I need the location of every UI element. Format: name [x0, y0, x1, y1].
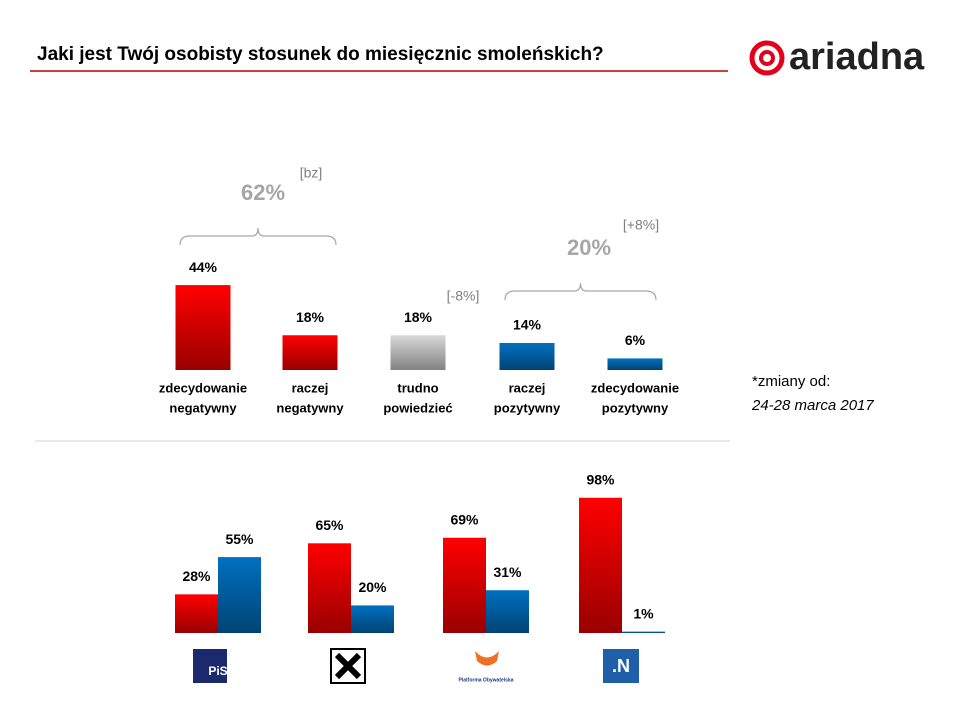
category-label: raczej [292, 380, 329, 395]
value-label: 20% [358, 579, 387, 595]
category-label: negatywny [169, 400, 237, 415]
bar-shade [607, 358, 663, 370]
category-label: negatywny [276, 400, 344, 415]
value-label: 98% [586, 471, 615, 487]
value-label: 55% [225, 531, 254, 547]
value-label: 18% [404, 309, 433, 325]
party-label: .N [612, 656, 630, 676]
change-label: [-8%] [447, 288, 480, 304]
bar-shade [282, 335, 338, 370]
category-label: raczej [509, 380, 546, 395]
bar-shade [486, 590, 529, 633]
note: *zmiany od: [752, 373, 830, 390]
bar-shade [175, 594, 218, 633]
value-label: 44% [189, 259, 218, 275]
value-label: 65% [315, 517, 344, 533]
category-label: powiedzieć [383, 400, 452, 415]
bar-shade [351, 605, 394, 633]
value-label: 6% [625, 332, 646, 348]
bar-shade [308, 543, 351, 633]
category-label: pozytywny [602, 400, 669, 415]
bar-shade [390, 335, 446, 370]
bar-shade [218, 557, 261, 633]
category-label: trudno [397, 380, 438, 395]
change-label: [+8%] [623, 217, 659, 233]
bar-shade [499, 342, 555, 370]
bar-shade [579, 497, 622, 633]
bracket [179, 227, 337, 246]
value-label: 31% [493, 564, 522, 580]
note: 24-28 marca 2017 [751, 397, 874, 414]
category-label: zdecydowanie [591, 380, 679, 395]
group-total: 20% [567, 235, 611, 260]
category-label: pozytywny [494, 400, 561, 415]
bracket [504, 282, 657, 301]
value-label: 28% [182, 568, 211, 584]
value-label: 1% [633, 605, 654, 621]
category-label: zdecydowanie [159, 380, 247, 395]
bar-shade [443, 537, 486, 633]
change-label: [bz] [300, 165, 323, 181]
value-label: 14% [513, 317, 542, 333]
bar-shade [622, 631, 665, 633]
logo: ariadna [749, 36, 925, 78]
value-label: 18% [296, 309, 325, 325]
bar-shade [175, 285, 231, 370]
party-label: Platforma Obywatelska [458, 677, 513, 683]
title: Jaki jest Twój osobisty stosunek do mies… [37, 44, 604, 65]
brand: ariadna [789, 36, 925, 78]
party-label: PiS [208, 664, 227, 678]
value-label: 69% [450, 511, 479, 527]
party-logos [193, 648, 639, 684]
group-total: 62% [241, 180, 285, 205]
